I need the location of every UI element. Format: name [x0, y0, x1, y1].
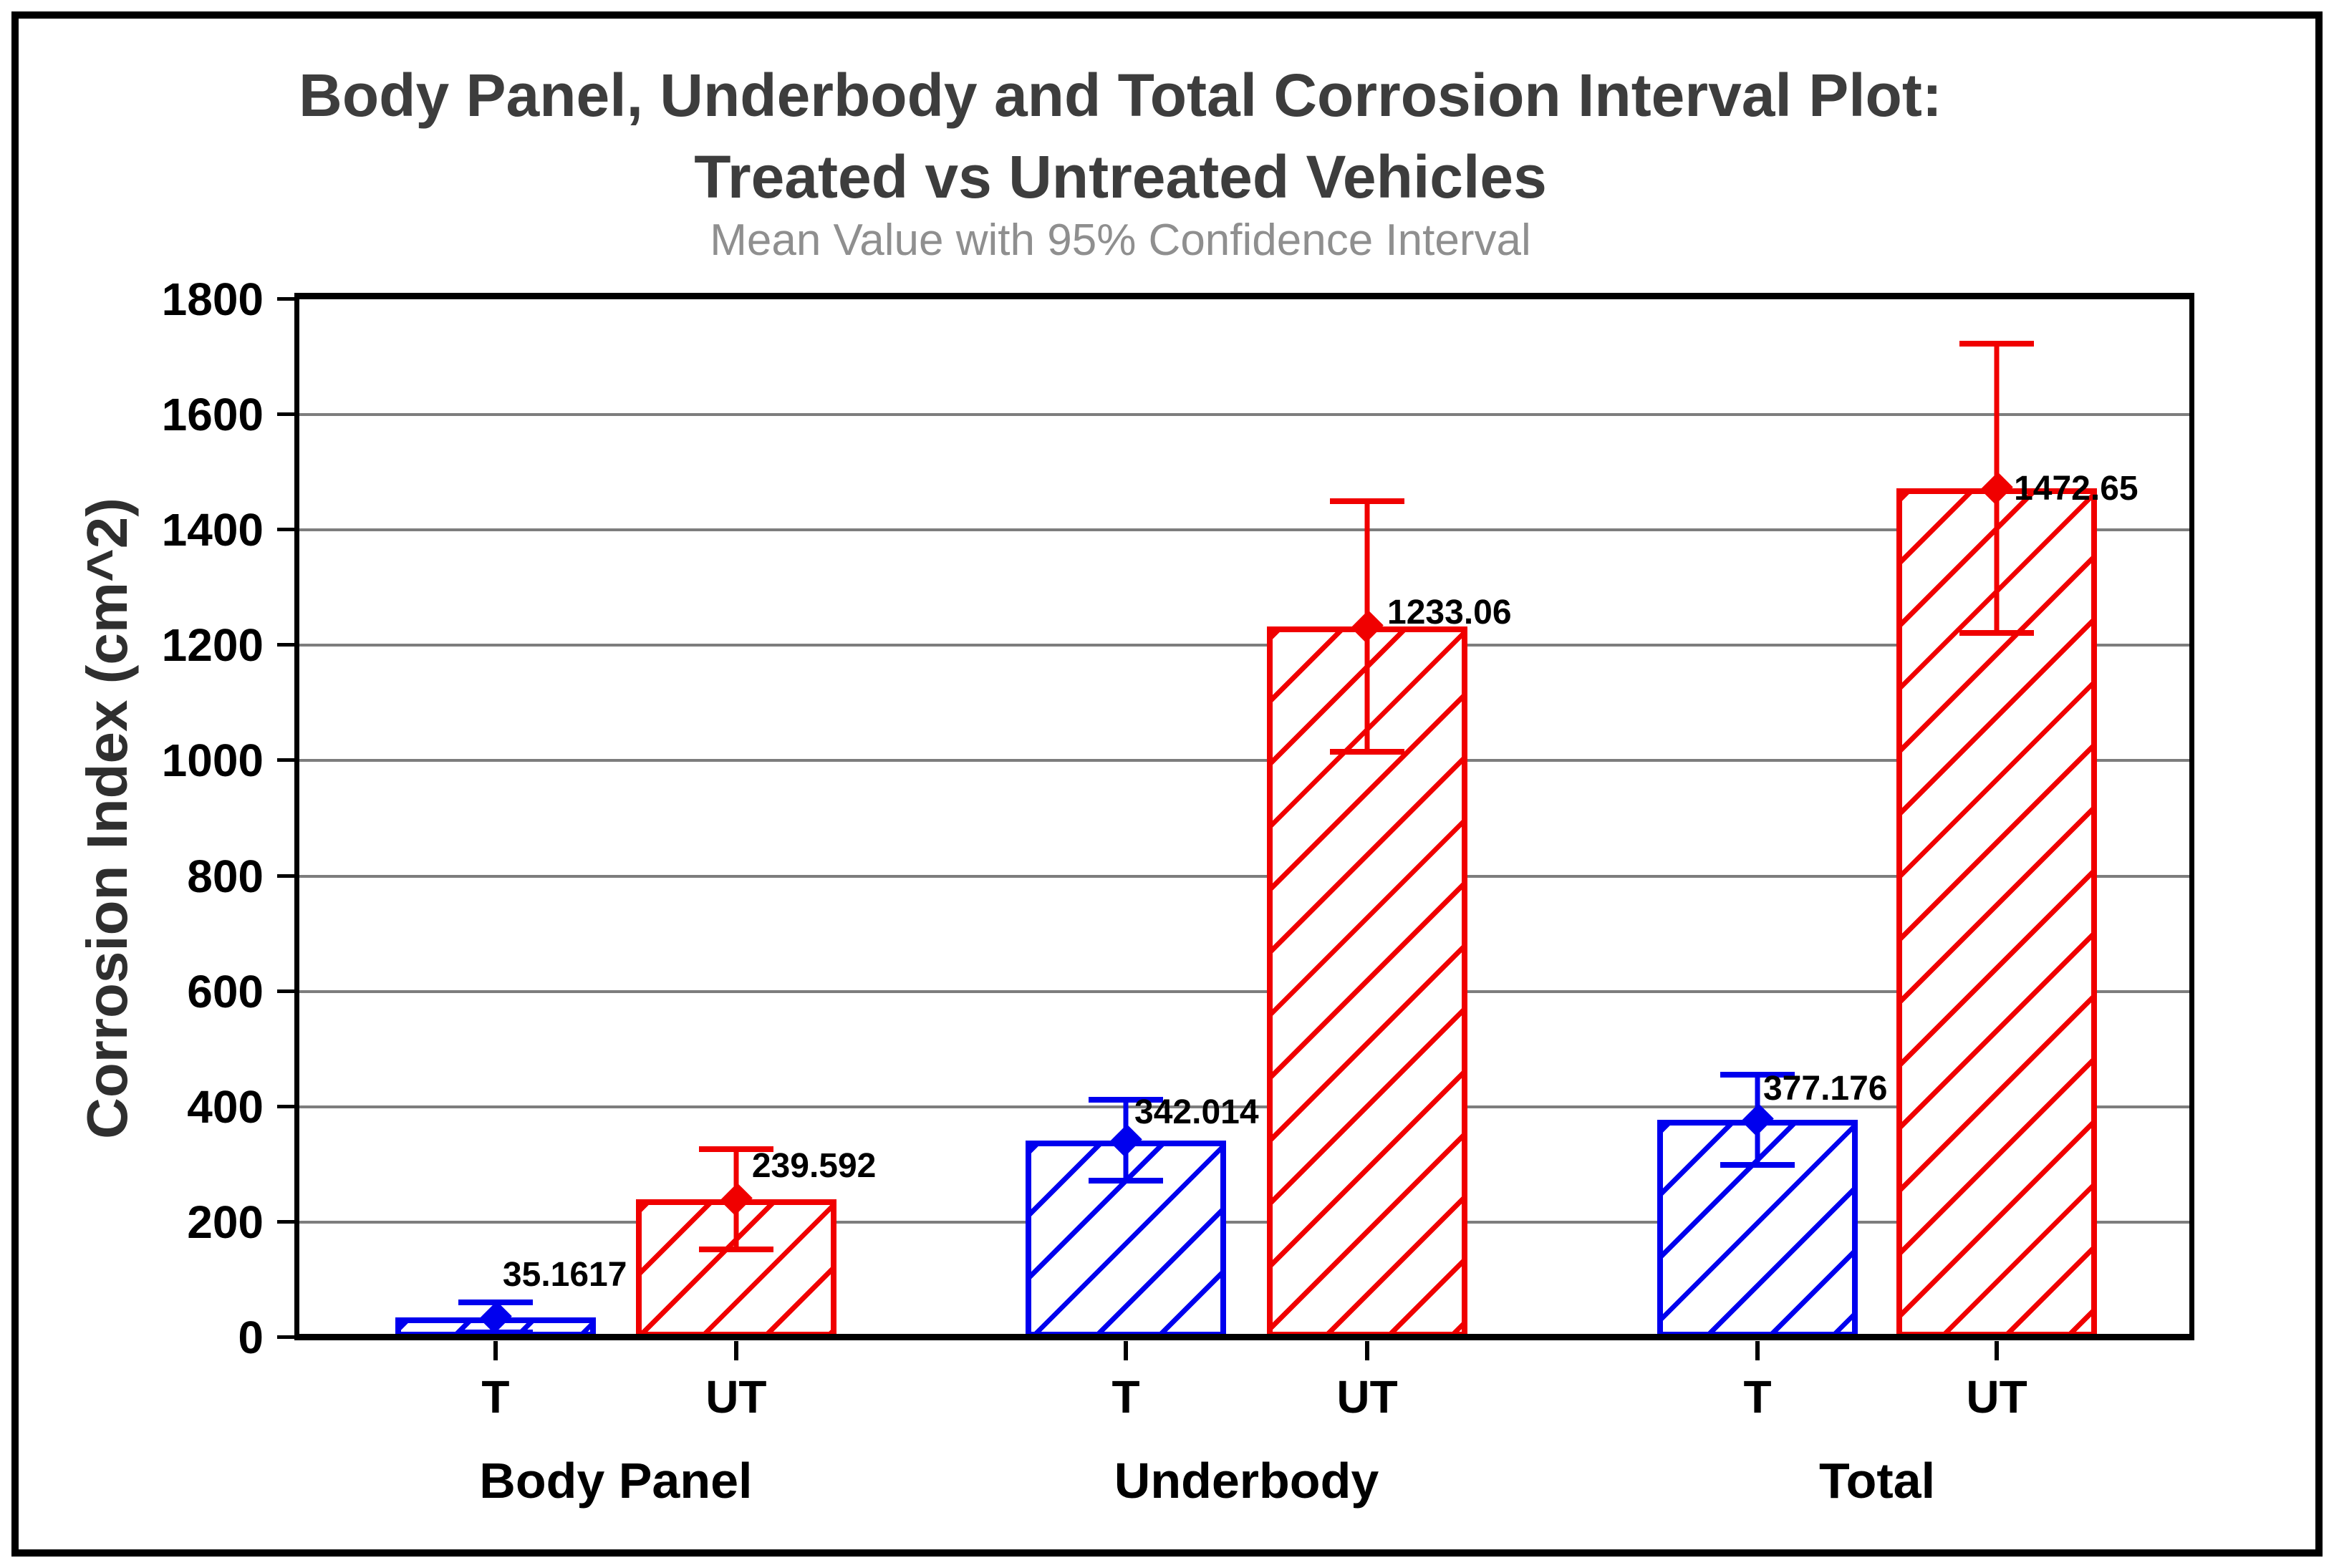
value-label-underbody-t: 342.014	[1134, 1093, 1259, 1131]
y-tick-600	[277, 989, 294, 993]
gridline-1000	[299, 759, 2189, 763]
value-label-body-panel-t: 35.1617	[502, 1255, 627, 1294]
value-label-body-panel-ut: 239.592	[751, 1147, 877, 1185]
x-tick-label-body-panel-ut: UT	[705, 1371, 767, 1423]
error-bar-cap-low-body-panel-ut	[698, 1246, 773, 1252]
gridline-200	[299, 1220, 2189, 1224]
x-tick-total-ut	[1995, 1341, 2000, 1360]
value-label-total-t: 377.176	[1762, 1070, 1888, 1108]
y-tick-label: 800	[187, 850, 264, 902]
x-tick-label-underbody-ut: UT	[1336, 1371, 1398, 1423]
chart-title-line1: Body Panel, Underbody and Total Corrosio…	[299, 62, 1942, 129]
y-tick-label: 1000	[161, 735, 264, 787]
x-tick-total-t	[1755, 1341, 1760, 1360]
error-bar-cap-low-underbody-t	[1089, 1177, 1164, 1184]
x-tick-body-panel-ut	[733, 1341, 738, 1360]
x-tick-label-body-panel-t: T	[481, 1371, 510, 1423]
chart-subtitle: Mean Value with 95% Confidence Interval	[710, 216, 1531, 265]
error-bar-cap-high-total-ut	[1959, 341, 2035, 347]
gridline-600	[299, 989, 2189, 993]
y-tick-800	[277, 873, 294, 878]
error-bar-cap-high-total-t	[1720, 1072, 1795, 1078]
x-tick-label-total-t: T	[1743, 1371, 1772, 1423]
gridline-1200	[299, 644, 2189, 647]
x-tick-body-panel-t	[493, 1341, 498, 1360]
y-axis-label: Corrosion Index (cm^2)	[75, 498, 139, 1139]
gridline-800	[299, 874, 2189, 878]
gridline-1400	[299, 528, 2189, 532]
y-tick-label: 600	[187, 965, 264, 1017]
error-bar-cap-low-total-t	[1720, 1162, 1795, 1168]
error-bar-cap-low-underbody-ut	[1330, 748, 1405, 755]
y-tick-label: 200	[187, 1196, 264, 1248]
x-tick-label-underbody-t: T	[1111, 1371, 1140, 1423]
error-bar-cap-high-underbody-ut	[1330, 498, 1405, 504]
gridline-1600	[299, 413, 2189, 417]
value-label-underbody-ut: 1233.06	[1387, 593, 1512, 631]
value-label-total-ut: 1472.65	[2014, 469, 2138, 508]
error-bar-cap-high-body-panel-ut	[698, 1146, 773, 1153]
y-tick-label: 1600	[161, 389, 264, 441]
x-axis-line	[294, 1334, 2194, 1340]
group-label-underbody: Underbody	[1114, 1453, 1379, 1509]
x-tick-label-total-ut: UT	[1966, 1371, 2027, 1423]
x-tick-underbody-t	[1124, 1341, 1129, 1360]
y-tick-200	[277, 1219, 294, 1224]
y-tick-400	[277, 1104, 294, 1108]
y-tick-1600	[277, 412, 294, 417]
y-tick-label: 1200	[161, 619, 264, 672]
plot-area: 0 200 400 600 800 1000 1200 1400 1600 1800 35.1617…	[162, 276, 2194, 1509]
group-label-total: Total	[1819, 1453, 1936, 1509]
x-tick-underbody-ut	[1365, 1341, 1370, 1360]
chart-title: Body Panel, Underbody and Total Corrosio…	[0, 54, 2287, 218]
error-bar-cap-low-total-ut	[1959, 629, 2035, 636]
y-tick-label: 400	[187, 1080, 264, 1133]
y-tick-label: 0	[238, 1312, 264, 1363]
gridline-400	[299, 1105, 2189, 1108]
group-label-body-panel: Body Panel	[479, 1453, 753, 1509]
error-bar-cap-high-underbody-t	[1089, 1097, 1164, 1103]
bar-total-t	[1657, 1120, 1858, 1337]
y-tick-1000	[277, 758, 294, 763]
y-tick-label: 1400	[161, 504, 264, 556]
y-tick-label: 1800	[161, 274, 264, 325]
chart-title-line2: Treated vs Untreated Vehicles	[694, 143, 1547, 210]
y-tick-1800	[277, 297, 294, 301]
y-tick-0	[277, 1335, 294, 1339]
y-tick-1400	[277, 528, 294, 532]
y-tick-1200	[277, 643, 294, 647]
